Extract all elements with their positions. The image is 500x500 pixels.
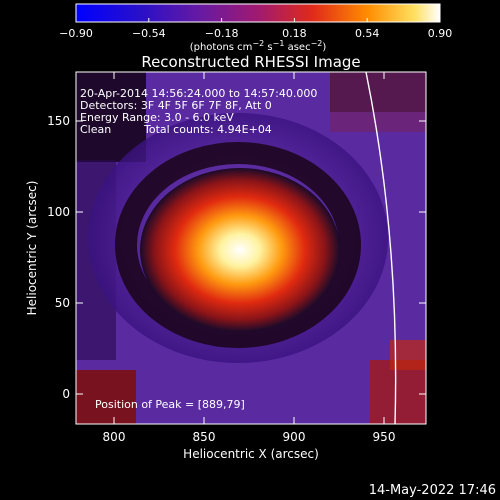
annotation-energy-range: Energy Range: 3.0 - 6.0 keV — [80, 111, 234, 124]
x-tick-label: 850 — [193, 430, 216, 444]
colorbar-tick-label: 0.90 — [428, 27, 453, 40]
annotation-total-counts: Total counts: 4.94E+04 — [143, 123, 272, 136]
y-tick-label: 150 — [47, 114, 70, 128]
x-tick-label: 900 — [283, 430, 306, 444]
colorbar-tick-label: −0.18 — [205, 27, 239, 40]
y-axis — [76, 120, 426, 395]
annotation-detectors: Detectors: 3F 4F 5F 6F 7F 8F, Att 0 — [80, 99, 272, 112]
y-tick-label: 50 — [55, 296, 70, 310]
y-tick-label: 0 — [62, 387, 70, 401]
flare-source — [140, 168, 340, 332]
colorbar-ticks — [75, 18, 441, 22]
x-tick-label: 950 — [373, 430, 396, 444]
annotation-method: Clean — [80, 123, 111, 136]
chart-title: Reconstructed RHESSI Image — [141, 53, 360, 71]
colorbar-tick-label: 0.54 — [355, 27, 380, 40]
colorbar-tick-label: −0.90 — [59, 27, 93, 40]
colorbar-tick-label: 0.18 — [282, 27, 307, 40]
timestamp: 14-May-2022 17:46 — [369, 483, 496, 498]
colorbar-units-label: (photons cm−2 s−1 asec−2) — [190, 39, 327, 53]
colorbar — [75, 3, 441, 23]
x-tick-label: 800 — [103, 430, 126, 444]
x-axis — [113, 72, 385, 424]
image-plot-area — [76, 72, 426, 424]
colorbar-tick-label: −0.54 — [132, 27, 166, 40]
y-axis-label: Heliocentric Y (arcsec) — [25, 181, 39, 316]
peak-position-label: Position of Peak = [889,79] — [95, 398, 245, 411]
y-tick-label: 100 — [47, 205, 70, 219]
x-axis-label: Heliocentric X (arcsec) — [183, 447, 319, 461]
plot-frame — [75, 71, 427, 425]
annotation-time-range: 20-Apr-2014 14:56:24.000 to 14:57:40.000 — [80, 87, 317, 100]
solar-limb — [365, 72, 397, 424]
